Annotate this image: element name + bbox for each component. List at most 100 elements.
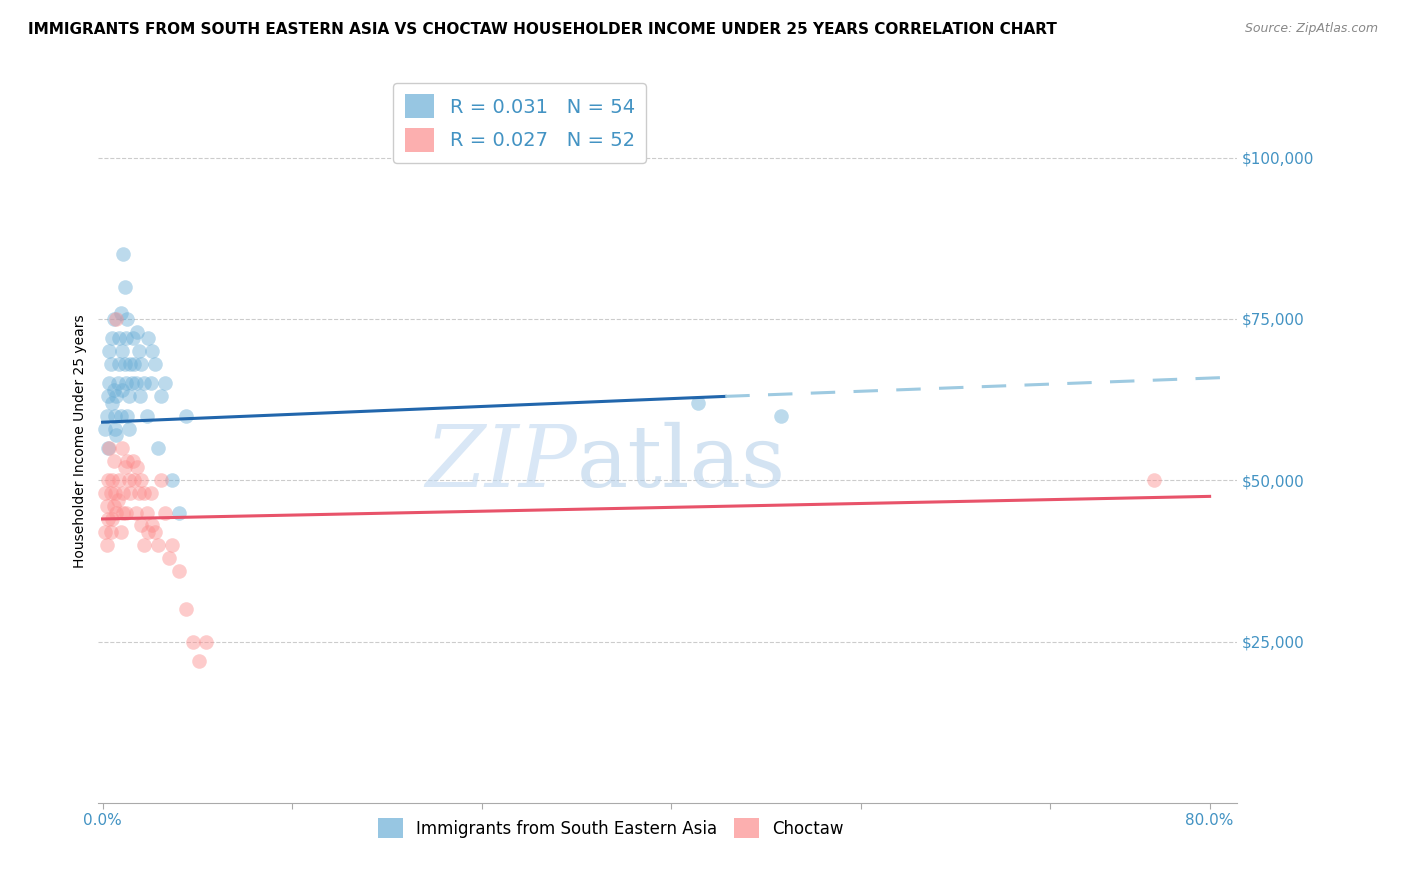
- Point: [128, 344, 150, 359]
- Point: [94, 524, 117, 539]
- Point: [97, 389, 120, 403]
- Point: [105, 506, 128, 520]
- Point: [110, 409, 132, 423]
- Y-axis label: Householder Income Under 25 years: Householder Income Under 25 years: [73, 315, 87, 568]
- Point: [94, 486, 117, 500]
- Point: [157, 550, 180, 565]
- Point: [117, 409, 139, 423]
- Point: [111, 383, 134, 397]
- Point: [118, 422, 141, 436]
- Point: [118, 389, 141, 403]
- Point: [769, 409, 792, 423]
- Point: [96, 538, 118, 552]
- Point: [101, 473, 124, 487]
- Point: [174, 602, 197, 616]
- Point: [128, 486, 150, 500]
- Point: [98, 344, 121, 359]
- Point: [103, 383, 125, 397]
- Point: [103, 312, 125, 326]
- Point: [125, 376, 148, 391]
- Point: [167, 564, 190, 578]
- Point: [111, 344, 134, 359]
- Point: [96, 499, 118, 513]
- Point: [98, 376, 121, 391]
- Point: [132, 486, 155, 500]
- Point: [110, 524, 132, 539]
- Point: [107, 492, 129, 507]
- Point: [160, 473, 183, 487]
- Point: [153, 506, 176, 520]
- Point: [108, 357, 131, 371]
- Point: [103, 499, 125, 513]
- Point: [141, 518, 163, 533]
- Point: [124, 473, 146, 487]
- Point: [108, 473, 131, 487]
- Point: [103, 454, 125, 468]
- Point: [149, 473, 172, 487]
- Point: [110, 305, 132, 319]
- Point: [104, 422, 127, 436]
- Point: [153, 376, 176, 391]
- Point: [181, 634, 204, 648]
- Point: [112, 506, 135, 520]
- Point: [125, 506, 148, 520]
- Point: [107, 376, 129, 391]
- Point: [132, 538, 155, 552]
- Point: [122, 454, 145, 468]
- Point: [131, 357, 153, 371]
- Point: [117, 454, 139, 468]
- Point: [129, 389, 152, 403]
- Point: [139, 376, 162, 391]
- Point: [100, 524, 122, 539]
- Point: [160, 538, 183, 552]
- Point: [131, 518, 153, 533]
- Point: [97, 512, 120, 526]
- Point: [104, 409, 127, 423]
- Point: [174, 409, 197, 423]
- Point: [149, 389, 172, 403]
- Point: [115, 506, 138, 520]
- Point: [100, 486, 122, 500]
- Point: [136, 524, 159, 539]
- Point: [101, 396, 124, 410]
- Point: [105, 428, 128, 442]
- Point: [100, 357, 122, 371]
- Point: [143, 357, 166, 371]
- Point: [117, 312, 139, 326]
- Point: [141, 344, 163, 359]
- Point: [1143, 473, 1166, 487]
- Point: [686, 396, 709, 410]
- Point: [111, 441, 134, 455]
- Point: [143, 524, 166, 539]
- Point: [97, 441, 120, 455]
- Point: [115, 331, 138, 345]
- Point: [114, 357, 136, 371]
- Text: ZIP: ZIP: [425, 422, 576, 505]
- Point: [101, 512, 124, 526]
- Point: [124, 357, 146, 371]
- Point: [135, 506, 157, 520]
- Point: [101, 331, 124, 345]
- Point: [114, 460, 136, 475]
- Point: [120, 357, 142, 371]
- Point: [115, 376, 138, 391]
- Point: [108, 331, 131, 345]
- Point: [132, 376, 155, 391]
- Point: [120, 486, 142, 500]
- Point: [188, 654, 211, 668]
- Point: [195, 634, 218, 648]
- Text: Source: ZipAtlas.com: Source: ZipAtlas.com: [1244, 22, 1378, 36]
- Point: [112, 247, 135, 261]
- Point: [98, 441, 121, 455]
- Point: [97, 473, 120, 487]
- Point: [96, 409, 118, 423]
- Point: [131, 473, 153, 487]
- Text: IMMIGRANTS FROM SOUTH EASTERN ASIA VS CHOCTAW HOUSEHOLDER INCOME UNDER 25 YEARS : IMMIGRANTS FROM SOUTH EASTERN ASIA VS CH…: [28, 22, 1057, 37]
- Point: [139, 486, 162, 500]
- Point: [105, 389, 128, 403]
- Point: [135, 409, 157, 423]
- Point: [121, 376, 143, 391]
- Point: [114, 279, 136, 293]
- Point: [118, 473, 141, 487]
- Point: [167, 506, 190, 520]
